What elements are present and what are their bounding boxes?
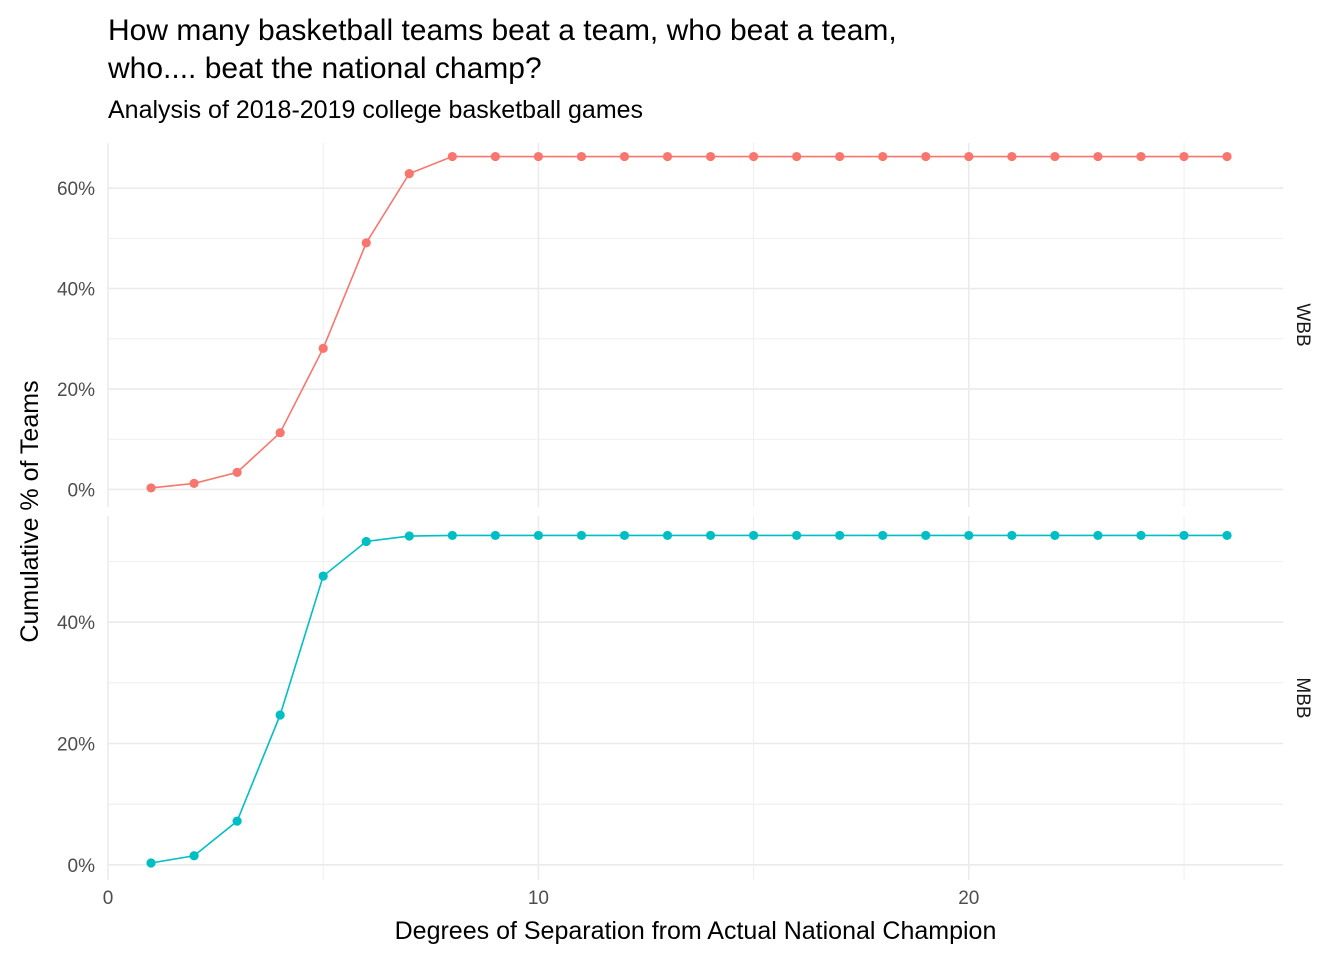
data-point-wbb [878, 151, 888, 162]
data-point-wbb [964, 151, 974, 162]
data-point-wbb [490, 151, 500, 162]
x-tick-label: 10 [528, 888, 549, 909]
data-point-wbb [705, 151, 716, 162]
facet-strip-label: MBB [1292, 677, 1313, 718]
series-line-wbb [150, 155, 1228, 489]
data-point-mbb [232, 816, 242, 826]
data-point-mbb [318, 571, 328, 581]
data-point-wbb [1093, 151, 1103, 162]
data-point-wbb [1136, 151, 1146, 162]
data-point-mbb [404, 531, 414, 541]
data-point-wbb [447, 151, 457, 162]
y-tick-label: 40% [57, 613, 95, 634]
data-point-wbb [749, 151, 759, 162]
data-point-mbb [361, 536, 371, 547]
data-point-wbb [318, 343, 328, 353]
data-point-wbb [619, 151, 630, 162]
data-point-mbb [964, 530, 974, 541]
x-tick-label: 20 [958, 888, 979, 909]
data-point-mbb [921, 530, 931, 541]
title-line-1: How many basketball teams beat a team, w… [108, 14, 897, 47]
y-tick-label: 20% [57, 735, 95, 756]
y-tick-label: 40% [57, 280, 95, 301]
data-point-mbb [1050, 530, 1060, 541]
data-point-wbb [146, 483, 156, 493]
x-tick-label: 0 [103, 888, 114, 909]
data-point-mbb [576, 530, 587, 541]
data-point-mbb [146, 858, 156, 868]
chart-subtitle: Analysis of 2018-2019 college basketball… [108, 96, 644, 124]
data-point-wbb [1050, 151, 1060, 162]
data-point-wbb [835, 151, 845, 162]
data-point-mbb [835, 530, 845, 541]
series-line-mbb [150, 534, 1228, 864]
y-axis-title: Cumulative % of Teams [16, 380, 44, 642]
data-point-wbb [921, 151, 931, 162]
data-point-wbb [576, 151, 587, 162]
chart-title: How many basketball teams beat a team, w… [108, 12, 897, 88]
data-point-mbb [1007, 530, 1017, 541]
data-point-mbb [533, 530, 544, 541]
title-line-2: who.... beat the national champ? [108, 52, 542, 85]
data-point-mbb [189, 851, 199, 861]
x-axis-title: Degrees of Separation from Actual Nation… [395, 917, 997, 945]
y-tick-label: 0% [68, 856, 96, 877]
data-point-mbb [749, 530, 759, 541]
data-point-mbb [1136, 530, 1146, 541]
data-point-mbb [662, 530, 673, 541]
data-point-wbb [1222, 151, 1232, 162]
data-point-mbb [878, 530, 888, 541]
data-point-mbb [275, 710, 285, 720]
data-point-wbb [792, 151, 802, 162]
facet-strip-label: WBB [1292, 303, 1313, 346]
data-point-wbb [275, 428, 285, 438]
y-tick-label: 0% [68, 480, 96, 501]
data-point-wbb [361, 238, 371, 248]
data-point-mbb [792, 530, 802, 541]
y-tick-label: 60% [57, 179, 95, 200]
data-point-mbb [1179, 530, 1189, 541]
data-point-wbb [533, 151, 544, 162]
data-point-wbb [1179, 151, 1189, 162]
data-point-mbb [1093, 530, 1103, 541]
data-point-mbb [490, 530, 500, 541]
data-point-wbb [1007, 151, 1017, 162]
data-point-mbb [619, 530, 630, 541]
data-point-mbb [447, 530, 457, 541]
data-point-mbb [705, 530, 716, 541]
data-point-wbb [662, 151, 673, 162]
data-point-wbb [404, 169, 414, 179]
data-point-wbb [232, 467, 242, 477]
data-point-mbb [1222, 530, 1232, 541]
data-point-wbb [189, 478, 199, 489]
y-tick-label: 20% [57, 380, 95, 401]
